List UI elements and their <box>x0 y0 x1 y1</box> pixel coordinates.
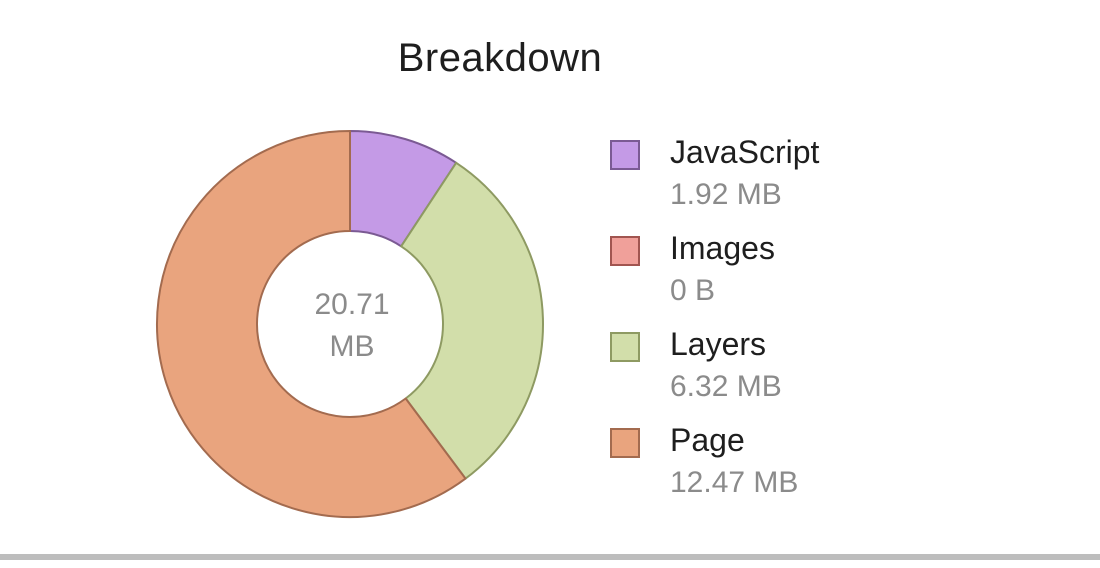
legend-swatch <box>610 332 640 362</box>
total-size-label: 20.71 MB <box>282 284 422 368</box>
legend-label: Page <box>670 422 745 458</box>
total-size-value: 20.71 <box>314 288 390 321</box>
donut-chart <box>156 130 544 518</box>
chart-title: Breakdown <box>397 36 603 80</box>
legend-value: 12.47 MB <box>670 466 799 499</box>
legend-swatch <box>610 236 640 266</box>
donut-slice-page <box>156 130 467 518</box>
legend-item-page: Page 12.47 MB <box>606 422 906 518</box>
chart-legend: JavaScript 1.92 MB Images 0 B Layers 6.3… <box>606 134 906 518</box>
bottom-divider <box>0 554 1100 560</box>
legend-item-images: Images 0 B <box>606 230 906 326</box>
legend-swatch <box>610 140 640 170</box>
legend-value: 6.32 MB <box>670 370 782 403</box>
legend-value: 1.92 MB <box>670 178 782 211</box>
legend-swatch <box>610 428 640 458</box>
donut-slice-layers <box>400 161 544 480</box>
legend-label: Layers <box>670 326 767 362</box>
legend-item-javascript: JavaScript 1.92 MB <box>606 134 906 230</box>
legend-label: JavaScript <box>670 134 820 170</box>
total-size-unit: MB <box>329 330 375 363</box>
legend-item-layers: Layers 6.32 MB <box>606 326 906 422</box>
legend-value: 0 B <box>670 274 716 307</box>
legend-label: Images <box>670 230 775 266</box>
